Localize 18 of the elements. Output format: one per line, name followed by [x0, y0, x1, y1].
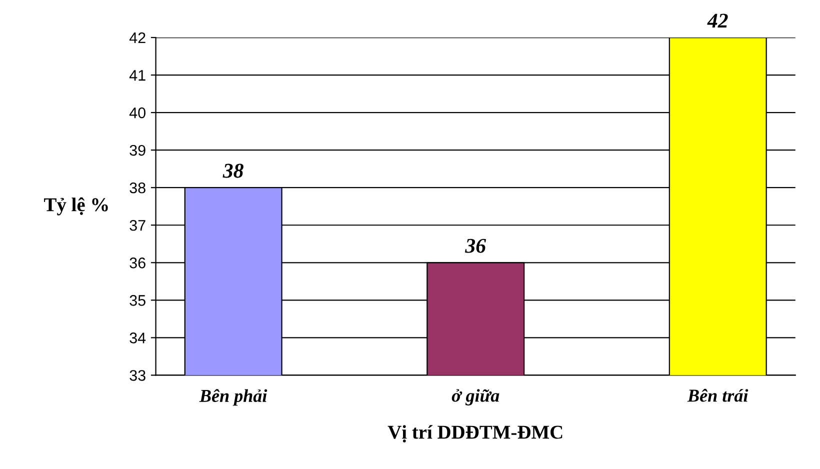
y-tick-label: 39 — [130, 144, 146, 156]
x-axis-title: Vị trí DDĐTM-ĐMC — [388, 425, 562, 442]
y-tick-label: 40 — [129, 107, 146, 118]
data-label: 36 — [465, 238, 486, 253]
y-tick-label: 33 — [130, 370, 146, 381]
data-label: 42 — [707, 14, 728, 28]
y-tick-label: 35 — [130, 295, 146, 306]
data-label: 38 — [222, 164, 244, 178]
y-axis-title: Tỷ lệ % — [44, 197, 108, 216]
y-tick-label: 34 — [130, 332, 146, 344]
y-tick-label: 38 — [130, 182, 146, 194]
x-tick-label: ở giữa — [452, 389, 500, 406]
y-tick-label: 41 — [129, 70, 146, 81]
x-tick-label: Bên phải — [199, 389, 268, 406]
y-tick-label: 42 — [129, 32, 146, 44]
y-tick-label: 36 — [130, 258, 146, 268]
y-tick-label: 37 — [130, 220, 146, 231]
x-tick-label: Bên trái — [687, 388, 748, 402]
